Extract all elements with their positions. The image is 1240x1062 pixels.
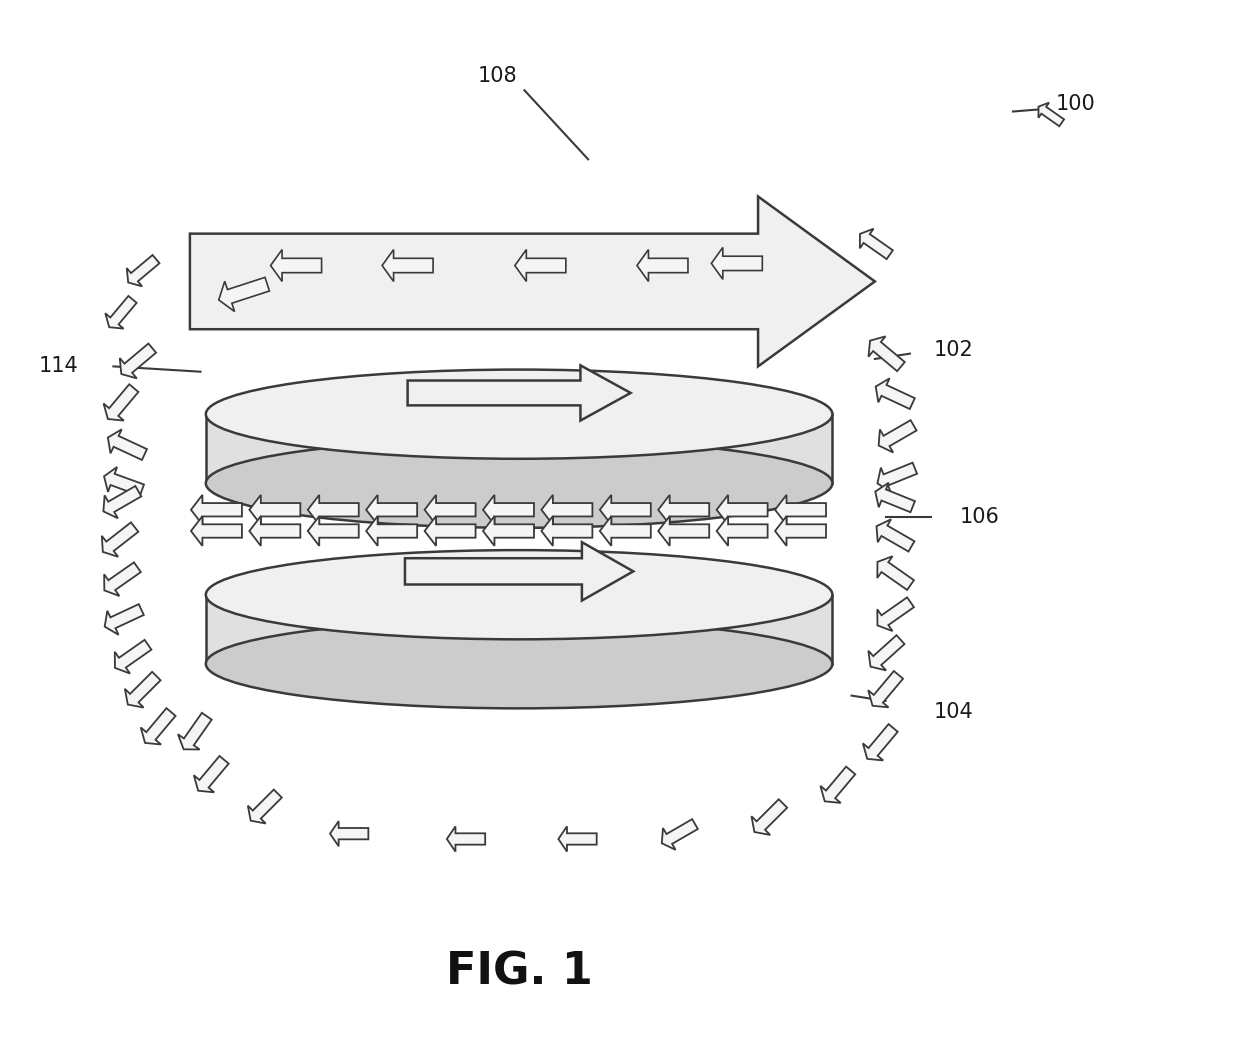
Polygon shape xyxy=(249,495,300,525)
Polygon shape xyxy=(120,343,156,378)
Polygon shape xyxy=(190,196,875,366)
Polygon shape xyxy=(600,495,651,525)
Polygon shape xyxy=(658,516,709,546)
Polygon shape xyxy=(248,789,281,823)
Polygon shape xyxy=(868,635,904,670)
Polygon shape xyxy=(484,495,534,525)
Polygon shape xyxy=(206,595,832,664)
Polygon shape xyxy=(270,250,321,281)
Polygon shape xyxy=(1038,103,1064,126)
Polygon shape xyxy=(637,250,688,281)
Polygon shape xyxy=(218,277,269,311)
Polygon shape xyxy=(821,767,856,803)
Polygon shape xyxy=(191,495,242,525)
Ellipse shape xyxy=(206,550,832,639)
Polygon shape xyxy=(405,543,634,601)
Polygon shape xyxy=(542,495,593,525)
Polygon shape xyxy=(308,516,358,546)
Polygon shape xyxy=(424,516,476,546)
Polygon shape xyxy=(308,495,358,525)
Polygon shape xyxy=(125,672,161,707)
Polygon shape xyxy=(877,597,914,631)
Polygon shape xyxy=(193,756,228,792)
Polygon shape xyxy=(108,429,148,460)
Polygon shape xyxy=(515,250,565,281)
Polygon shape xyxy=(103,486,141,518)
Ellipse shape xyxy=(206,370,832,459)
Polygon shape xyxy=(191,516,242,546)
Polygon shape xyxy=(877,519,914,551)
Polygon shape xyxy=(542,516,593,546)
Polygon shape xyxy=(179,713,212,750)
Polygon shape xyxy=(484,516,534,546)
Polygon shape xyxy=(875,482,915,512)
Polygon shape xyxy=(877,556,914,590)
Text: 102: 102 xyxy=(934,341,973,360)
Polygon shape xyxy=(751,800,787,835)
Polygon shape xyxy=(558,826,596,852)
Text: 100: 100 xyxy=(1055,95,1095,114)
Polygon shape xyxy=(868,671,903,707)
Polygon shape xyxy=(662,819,698,850)
Text: 104: 104 xyxy=(934,702,973,721)
Polygon shape xyxy=(115,639,151,673)
Polygon shape xyxy=(366,495,417,525)
Polygon shape xyxy=(875,378,915,409)
Text: 106: 106 xyxy=(960,508,999,527)
Polygon shape xyxy=(863,724,898,760)
Polygon shape xyxy=(104,467,144,496)
Polygon shape xyxy=(104,384,139,421)
Polygon shape xyxy=(382,250,433,281)
Polygon shape xyxy=(658,495,709,525)
Polygon shape xyxy=(424,495,476,525)
Polygon shape xyxy=(408,365,631,421)
Polygon shape xyxy=(878,463,918,493)
Polygon shape xyxy=(600,516,651,546)
Polygon shape xyxy=(446,826,485,852)
Ellipse shape xyxy=(206,439,832,528)
Polygon shape xyxy=(859,228,893,259)
Polygon shape xyxy=(102,523,139,556)
Polygon shape xyxy=(879,421,916,452)
Polygon shape xyxy=(105,296,136,328)
Polygon shape xyxy=(140,708,176,744)
Polygon shape xyxy=(775,495,826,525)
Polygon shape xyxy=(712,247,763,279)
Text: 116: 116 xyxy=(472,660,512,679)
Polygon shape xyxy=(249,516,300,546)
Polygon shape xyxy=(126,255,160,287)
Text: 108: 108 xyxy=(479,67,517,86)
Polygon shape xyxy=(868,337,905,372)
Polygon shape xyxy=(366,516,417,546)
Text: FIG. 1: FIG. 1 xyxy=(445,950,593,993)
Polygon shape xyxy=(775,516,826,546)
Polygon shape xyxy=(717,516,768,546)
Polygon shape xyxy=(717,495,768,525)
Polygon shape xyxy=(104,562,141,596)
Polygon shape xyxy=(330,821,368,846)
Polygon shape xyxy=(206,414,832,483)
Text: 114: 114 xyxy=(38,357,78,376)
Polygon shape xyxy=(104,604,144,635)
Ellipse shape xyxy=(206,619,832,708)
